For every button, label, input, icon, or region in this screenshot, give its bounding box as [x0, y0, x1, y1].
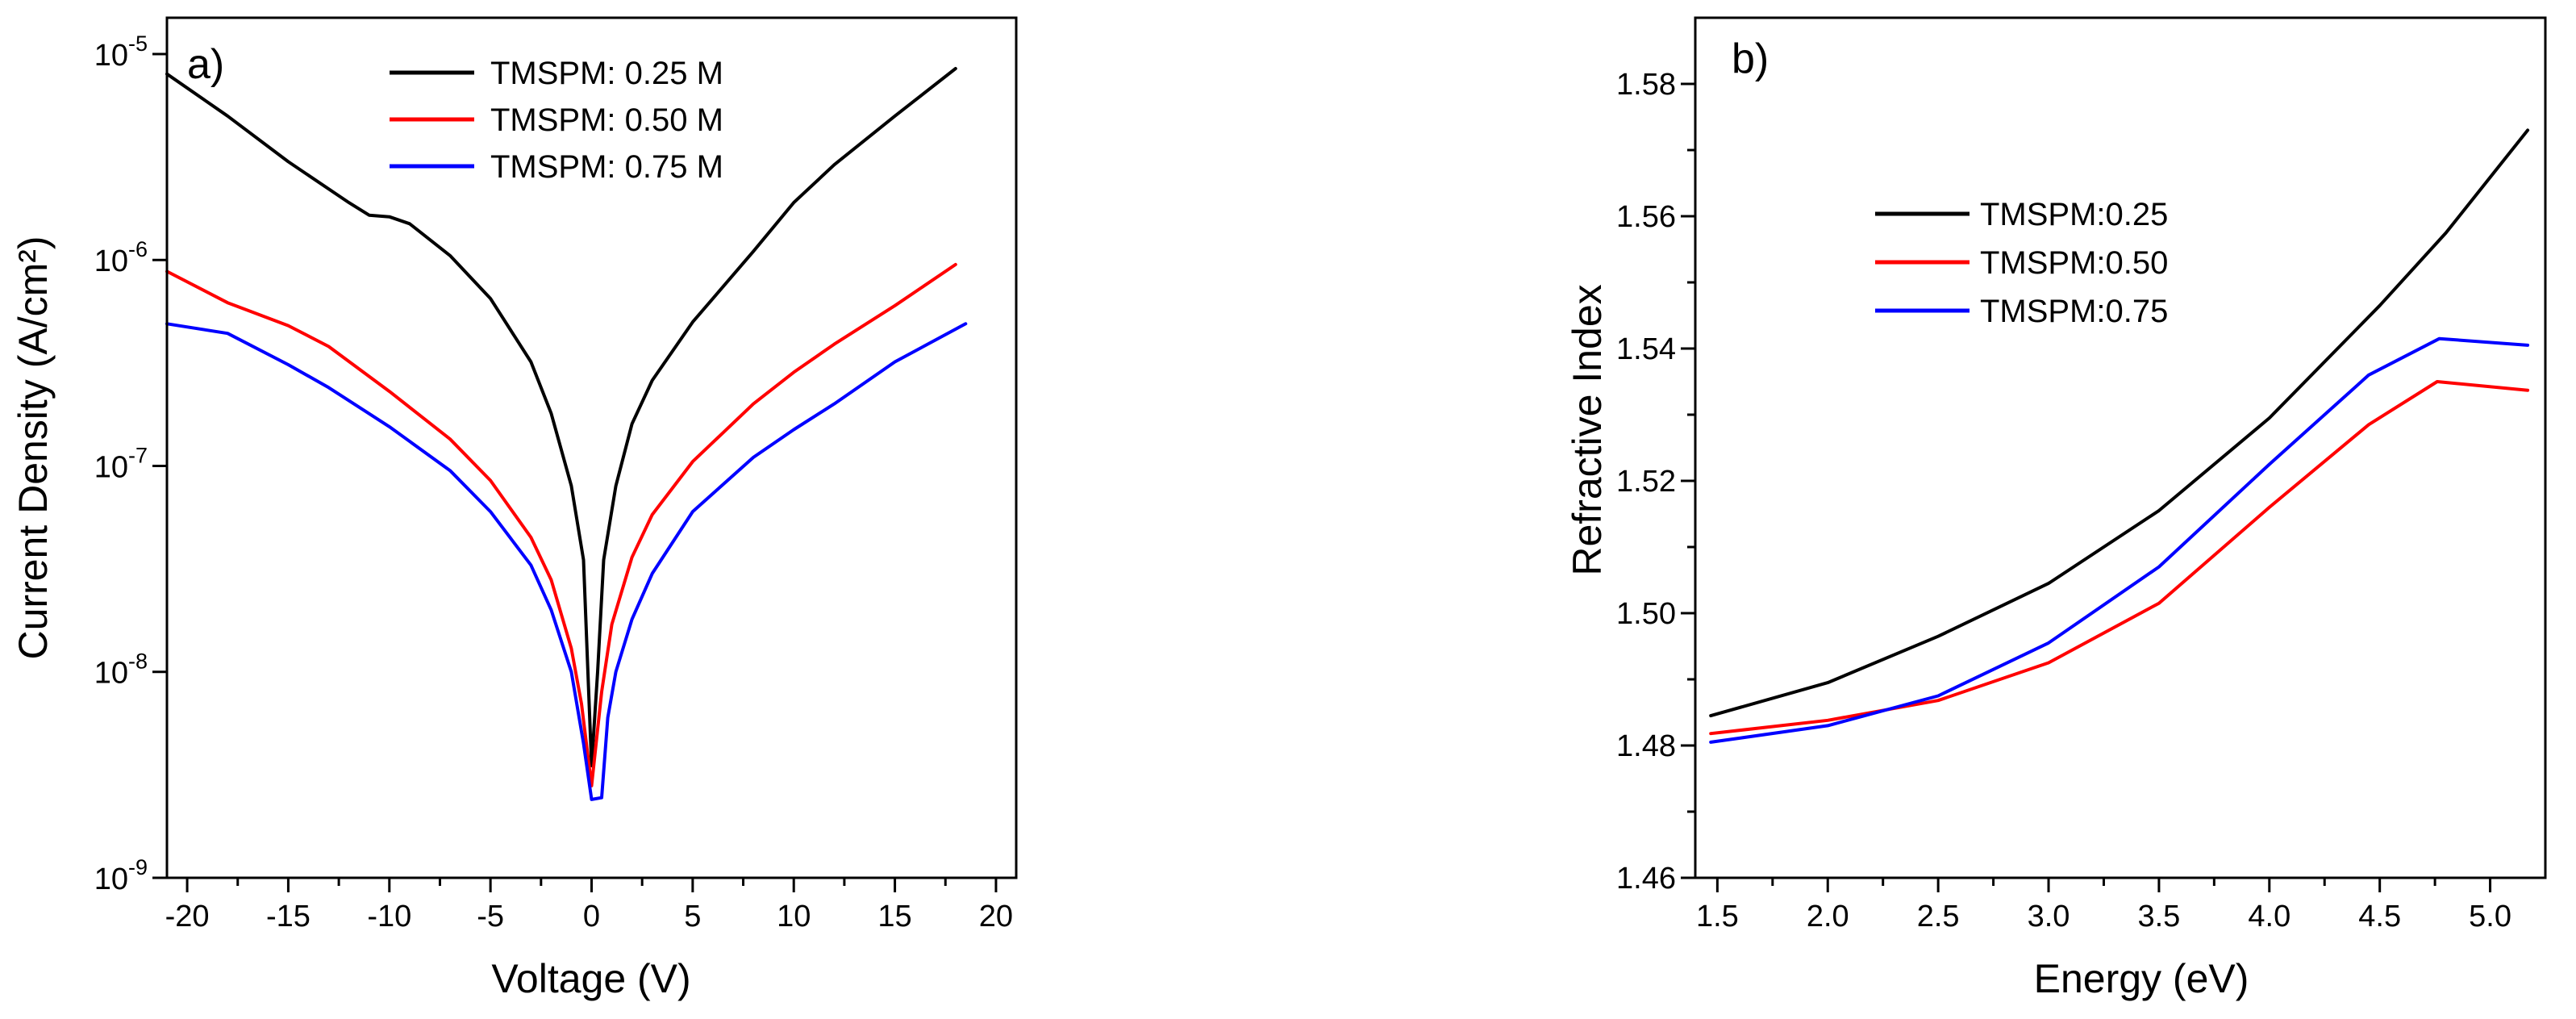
panel-b-x-axis: 1.5 2.0 2.5 3.0 3.5 4.0 4.5 5.0	[1696, 878, 2511, 933]
y-tick-label: 1.46	[1616, 862, 1676, 896]
y-tick-label: 10-8	[94, 649, 148, 691]
panel-b-y-axis-title: Refractive Index	[1565, 284, 1610, 575]
panel-a-x-axis-title: Voltage (V)	[491, 956, 690, 1001]
x-tick-label: -20	[165, 900, 210, 933]
x-tick-label: -15	[266, 900, 311, 933]
x-tick-label: 0	[583, 900, 600, 933]
panel-a-x-axis: -20 -15 -10 -5 0 5 10 15 20	[165, 878, 1013, 933]
x-tick-label: 5	[684, 900, 701, 933]
legend-label-0-50m: TMSPM: 0.50 M	[490, 102, 723, 138]
y-tick-label: 1.58	[1616, 68, 1676, 102]
panel-b-y-axis: 1.46 1.48 1.50 1.52 1.54 1.56 1.58	[1616, 68, 1695, 896]
x-tick-label: 5.0	[2469, 900, 2511, 933]
x-tick-label: 15	[877, 900, 911, 933]
legend-label-0-25: TMSPM:0.25	[1980, 197, 2168, 232]
panel-b-label: b)	[1732, 35, 1769, 82]
x-tick-label: 2.5	[1917, 900, 1960, 933]
legend-label-0-75: TMSPM:0.75	[1980, 294, 2168, 329]
series-line-tmspm-0-25	[1709, 128, 2530, 718]
panel-b-x-axis-title: Energy (eV)	[2034, 956, 2249, 1001]
y-tick-label: 1.54	[1616, 332, 1676, 366]
y-tick-label: 10-5	[94, 31, 148, 73]
x-tick-label: 3.5	[2137, 900, 2180, 933]
panel-a-y-axis: 10-9 10-8 10-7 10-6 10-5	[94, 31, 167, 896]
x-tick-label: 4.5	[2358, 900, 2401, 933]
panel-a: -20 -15 -10 -5 0 5 10 15 20 10-9 10-8 10-7 10-6 10-5…	[10, 16, 1018, 1001]
panel-b-plot-frame	[1694, 16, 2547, 879]
x-tick-label: 10	[777, 900, 811, 933]
series-line-tmspm-0-50	[1709, 380, 2530, 736]
panel-b-legend: TMSPM:0.25 TMSPM:0.50 TMSPM:0.75	[1875, 197, 2168, 329]
series-line-tmspm-0-50-m	[165, 262, 957, 787]
legend-label-0-50: TMSPM:0.50	[1980, 245, 2168, 281]
y-tick-label: 1.52	[1616, 465, 1676, 499]
y-tick-label: 10-9	[94, 855, 148, 896]
x-tick-label: 1.5	[1696, 900, 1739, 933]
y-tick-label: 1.48	[1616, 729, 1676, 763]
panel-a-y-axis-title: Current Density (A/cm²)	[10, 236, 56, 659]
panel-b: 1.5 2.0 2.5 3.0 3.5 4.0 4.5 5.0 1.46 1.48 1.50 1.5…	[1565, 16, 2547, 1001]
series-line-tmspm-0-25-m	[165, 67, 957, 768]
panel-a-label: a)	[187, 41, 224, 88]
x-tick-label: 3.0	[2028, 900, 2070, 933]
y-tick-label: 1.50	[1616, 597, 1676, 631]
y-tick-label: 10-7	[94, 443, 148, 484]
panel-b-series-group	[1709, 128, 2530, 744]
x-tick-label: 2.0	[1807, 900, 1849, 933]
legend-label-0-75m: TMSPM: 0.75 M	[490, 149, 723, 185]
legend-label-0-25m: TMSPM: 0.25 M	[490, 56, 723, 91]
x-tick-label: -5	[477, 900, 504, 933]
series-line-tmspm-0-75-m	[165, 322, 968, 801]
x-tick-label: 20	[979, 900, 1013, 933]
y-tick-label: 1.56	[1616, 200, 1676, 234]
x-tick-label: -10	[367, 900, 411, 933]
series-line-tmspm-0-75	[1709, 336, 2530, 744]
y-tick-label: 10-6	[94, 237, 148, 278]
panel-a-series-group	[165, 67, 968, 801]
panel-a-legend: TMSPM: 0.25 M TMSPM: 0.50 M TMSPM: 0.75 …	[390, 56, 723, 185]
x-tick-label: 4.0	[2248, 900, 2290, 933]
